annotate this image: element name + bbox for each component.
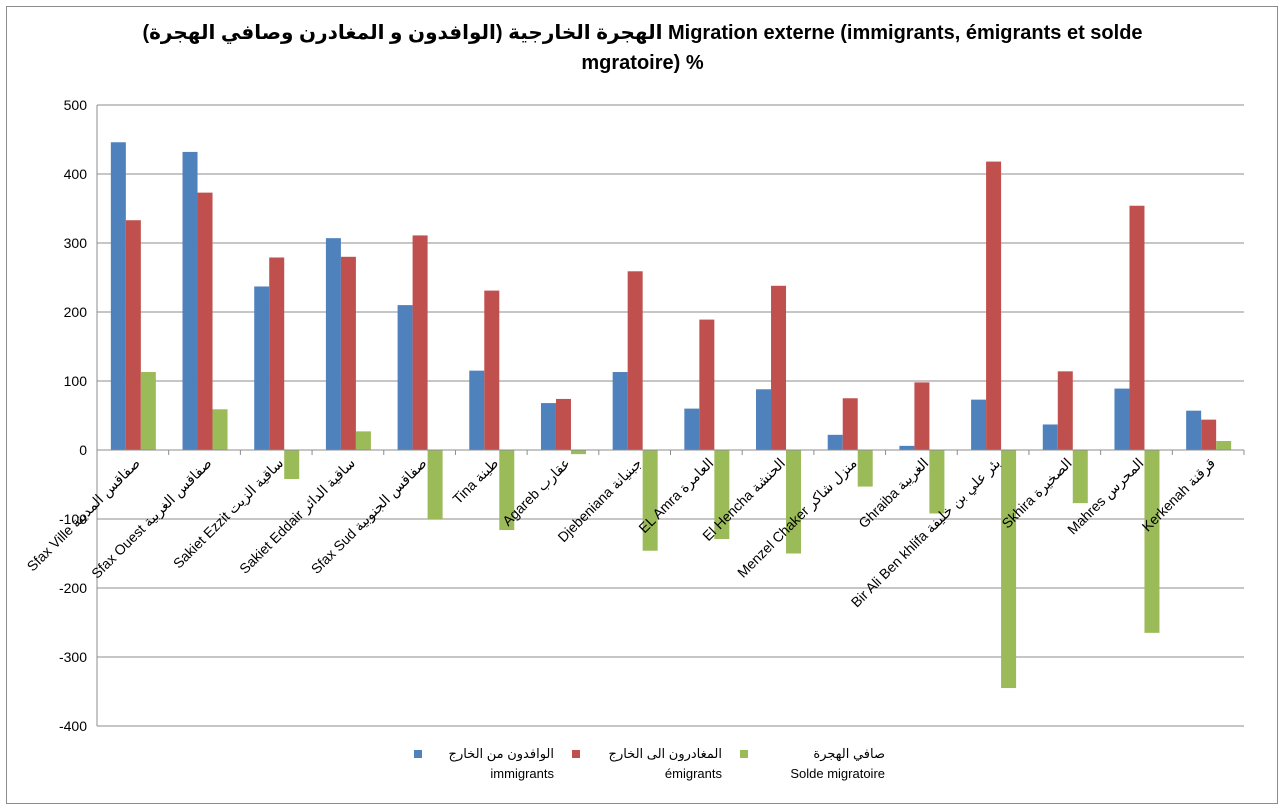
bar [254,286,270,450]
bar [570,450,586,455]
bar [914,382,930,450]
bar [771,285,787,450]
bar [929,450,945,514]
bar [212,409,228,450]
y-tick-label: -300 [59,649,87,665]
bar [986,161,1002,450]
bar [756,389,772,450]
bar [499,450,515,531]
bar [857,450,873,487]
bar [1042,424,1058,450]
y-tick-label: 500 [64,97,88,113]
bar [469,370,485,450]
bar [540,403,556,450]
bar [786,450,802,554]
bar [1001,450,1017,689]
legend-item-immigrants: الوافدون من الخارج immigrants [414,744,554,784]
y-tick-label: 200 [64,304,88,320]
bar [125,220,141,450]
bar [971,399,987,450]
bar [269,257,285,450]
legend-swatch-emigrants [572,750,580,758]
bar [1201,419,1217,450]
y-tick-label: 300 [64,235,88,251]
legend-label-fr: Solde migratoire [790,766,885,781]
category-label: Sfax Ouest صفاقس الغربية [88,455,215,582]
legend-label-fr: émigrants [664,766,722,781]
bar [284,450,300,479]
y-tick-label: 0 [79,442,87,458]
bar [484,290,500,450]
bar [1144,450,1160,633]
legend-item-emigrants: المغادرون الى الخارج émigrants [572,744,722,784]
legend-label-ar: صافي الهجرة [813,746,885,761]
bar [355,431,371,450]
bar [197,192,213,450]
y-tick-label: 400 [64,166,88,182]
bar [1129,205,1145,450]
bar [1057,371,1073,450]
bar [899,445,915,450]
legend-swatch-solde [740,750,748,758]
bar [684,408,700,450]
category-label: Sfax Sud صفاقس الجنوبية [308,455,431,578]
bar [182,151,198,451]
bar [627,271,643,450]
y-tick-label: -200 [59,580,87,596]
bar [555,398,571,450]
bar [1216,441,1232,450]
y-tick-label: -100 [59,511,87,527]
chart-title: الهجرة الخارجية (الوافدون و المغادرن وصا… [0,18,1285,78]
bar [827,434,843,450]
bar [110,142,126,450]
bar [842,398,858,450]
bar [699,319,715,450]
bar [340,256,356,450]
legend-swatch-immigrants [414,750,422,758]
bar [1072,450,1088,504]
bar [642,450,658,551]
bar [140,372,156,450]
bar [1186,410,1202,450]
y-tick-label: -400 [59,718,87,734]
legend-label-ar: الوافدون من الخارج [448,746,554,761]
chart-title-line1: الهجرة الخارجية (الوافدون و المغادرن وصا… [142,22,1143,44]
bar [427,450,443,520]
chart-title-line2: mgratoire) % [581,52,704,74]
bar [325,238,341,450]
legend-label-ar: المغادرون الى الخارج [608,746,722,761]
bar [397,305,413,450]
category-label: Tina طينة [449,455,501,507]
legend-label-fr: immigrants [490,766,554,781]
bar [1114,388,1130,450]
bar [714,450,730,540]
legend: الوافدون من الخارج immigrants المغادرون … [0,744,1285,804]
bar [412,235,428,450]
legend-item-solde: صافي الهجرة Solde migratoire [740,744,885,784]
bar [612,372,628,450]
category-label: Sfax Ville صفاقس المدينة [24,455,144,575]
y-tick-label: 100 [64,373,88,389]
